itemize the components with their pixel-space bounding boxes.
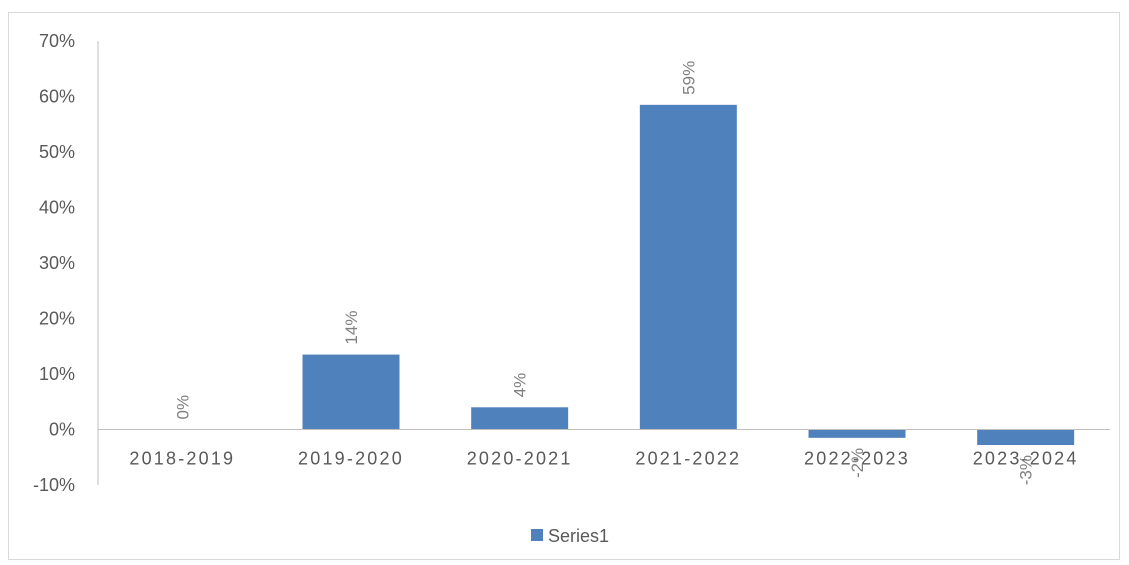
y-tick-label: 40% bbox=[39, 198, 75, 218]
y-tick-label: 70% bbox=[39, 31, 75, 51]
x-category-label: 2022-2023 bbox=[804, 449, 910, 469]
x-category-label: 2020-2021 bbox=[467, 449, 573, 469]
bar bbox=[639, 104, 737, 430]
x-axis: 2018-2019 2019-2020 2020-2021 2021-2022 2022… bbox=[98, 429, 1110, 469]
data-label: -3% bbox=[1017, 455, 1036, 485]
legend-label-series1: Series1 bbox=[548, 526, 609, 546]
bar bbox=[471, 407, 569, 430]
y-tick-label: -10% bbox=[33, 475, 75, 495]
x-category-label: 2018-2019 bbox=[129, 449, 235, 469]
legend-swatch-series1 bbox=[531, 529, 543, 541]
chart-frame bbox=[8, 12, 1120, 560]
y-tick-label: 20% bbox=[39, 309, 75, 329]
y-tick-label: 0% bbox=[49, 420, 75, 440]
bar bbox=[808, 429, 906, 438]
x-category-label: 2021-2022 bbox=[635, 449, 741, 469]
y-tick-label: 10% bbox=[39, 364, 75, 384]
y-tick-label: 30% bbox=[39, 253, 75, 273]
data-labels: 0% 14% 4% 59% -2% -3% bbox=[173, 61, 1035, 485]
data-label: 0% bbox=[173, 395, 192, 420]
data-label: 59% bbox=[679, 61, 698, 95]
data-label: 4% bbox=[511, 373, 530, 398]
y-axis: 70% 60% 50% 40% 30% 20% 10% 0% -10% bbox=[33, 31, 99, 495]
bars bbox=[302, 104, 1075, 446]
y-tick-label: 50% bbox=[39, 142, 75, 162]
data-label: -2% bbox=[848, 448, 867, 478]
y-tick-label: 60% bbox=[39, 87, 75, 107]
x-category-label: 2023-2024 bbox=[973, 449, 1079, 469]
bar bbox=[302, 354, 400, 430]
data-label: 14% bbox=[342, 311, 361, 345]
legend: Series1 bbox=[531, 526, 609, 546]
bar bbox=[977, 429, 1075, 446]
x-category-label: 2019-2020 bbox=[298, 449, 404, 469]
